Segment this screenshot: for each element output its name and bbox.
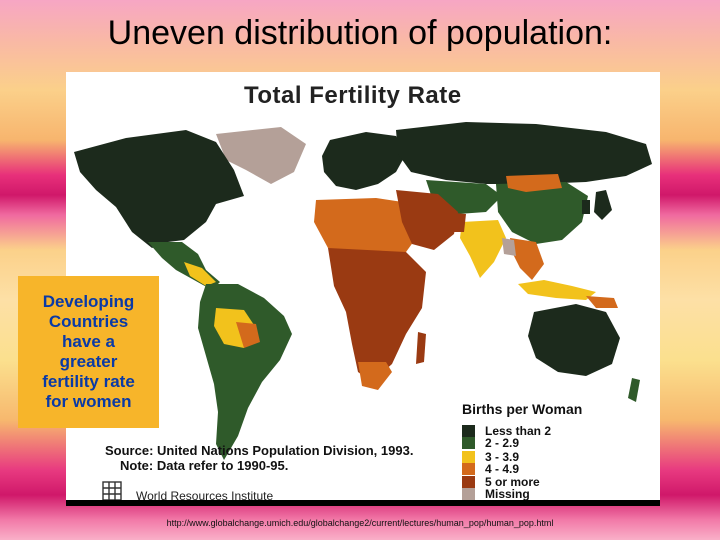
legend-swatch xyxy=(462,425,475,437)
middle-east-region xyxy=(396,190,458,250)
north-america-region xyxy=(74,130,244,248)
india-region xyxy=(460,220,506,278)
slide-title: Uneven distribution of population: xyxy=(107,14,613,52)
central-america-yellow xyxy=(184,262,216,286)
madagascar-region xyxy=(416,332,426,364)
legend-label: 3 - 3.9 xyxy=(485,450,520,464)
new-guinea-region xyxy=(586,296,618,308)
callout-line: have a xyxy=(62,332,115,351)
legend-swatch xyxy=(462,437,475,449)
map-note: Note: Data refer to 1990-95. xyxy=(120,458,289,473)
publisher-name: World Resources Institute xyxy=(136,489,274,503)
legend-swatch xyxy=(462,476,475,488)
legend-label: 4 - 4.9 xyxy=(485,462,520,476)
legend-swatch xyxy=(462,463,475,475)
southeast-asia-region xyxy=(510,238,544,280)
north-africa-region xyxy=(314,198,422,256)
legend-item: 4 - 4.9 xyxy=(462,462,520,476)
legend-label: Less than 2 xyxy=(485,424,552,438)
russia-region xyxy=(396,122,652,184)
pakistan-region xyxy=(444,212,466,232)
japan-region xyxy=(594,190,612,220)
southern-africa-region xyxy=(358,362,392,390)
legend-label: 5 or more xyxy=(485,475,540,489)
indochina-missing xyxy=(502,238,516,256)
europe-region xyxy=(322,132,406,190)
legend-item: 3 - 3.9 xyxy=(462,450,520,464)
map-source: Source: United Nations Population Divisi… xyxy=(105,443,414,458)
map-title: Total Fertility Rate xyxy=(244,82,462,109)
mongolia-region xyxy=(506,174,562,192)
korea-region xyxy=(582,200,590,214)
legend-label: 2 - 2.9 xyxy=(485,436,520,450)
callout-line: greater xyxy=(59,352,118,371)
china-region xyxy=(496,182,588,244)
australia-region xyxy=(528,304,620,376)
callout-line: Developing xyxy=(42,292,135,311)
south-america-region xyxy=(198,284,292,460)
legend-item: 5 or more xyxy=(462,475,540,489)
legend-swatch xyxy=(462,488,475,500)
new-zealand-region xyxy=(628,378,640,402)
developing-countries-callout: Developing Countries have a greater fert… xyxy=(18,276,159,428)
map-bottom-border xyxy=(66,500,660,506)
legend-item: Less than 2 xyxy=(462,424,552,438)
wri-logo-icon xyxy=(102,481,122,501)
south-america-orange xyxy=(236,322,260,348)
legend-item: Missing xyxy=(462,487,530,501)
fertility-map-panel: Total Fertility Rate Births per Woman xyxy=(66,72,660,506)
callout-line: fertility rate xyxy=(42,372,135,391)
greenland-region xyxy=(216,127,306,184)
callout-line: for women xyxy=(45,392,132,411)
legend-title: Births per Woman xyxy=(462,401,583,417)
source-url[interactable]: http://www.globalchange.umich.edu/global… xyxy=(166,518,554,528)
legend-item: 2 - 2.9 xyxy=(462,436,520,450)
world-map xyxy=(66,122,660,493)
legend-label: Missing xyxy=(485,487,530,501)
africa-region xyxy=(328,248,426,382)
indonesia-region xyxy=(518,280,596,300)
callout-line: Countries xyxy=(48,312,129,331)
legend-swatch xyxy=(462,451,475,463)
